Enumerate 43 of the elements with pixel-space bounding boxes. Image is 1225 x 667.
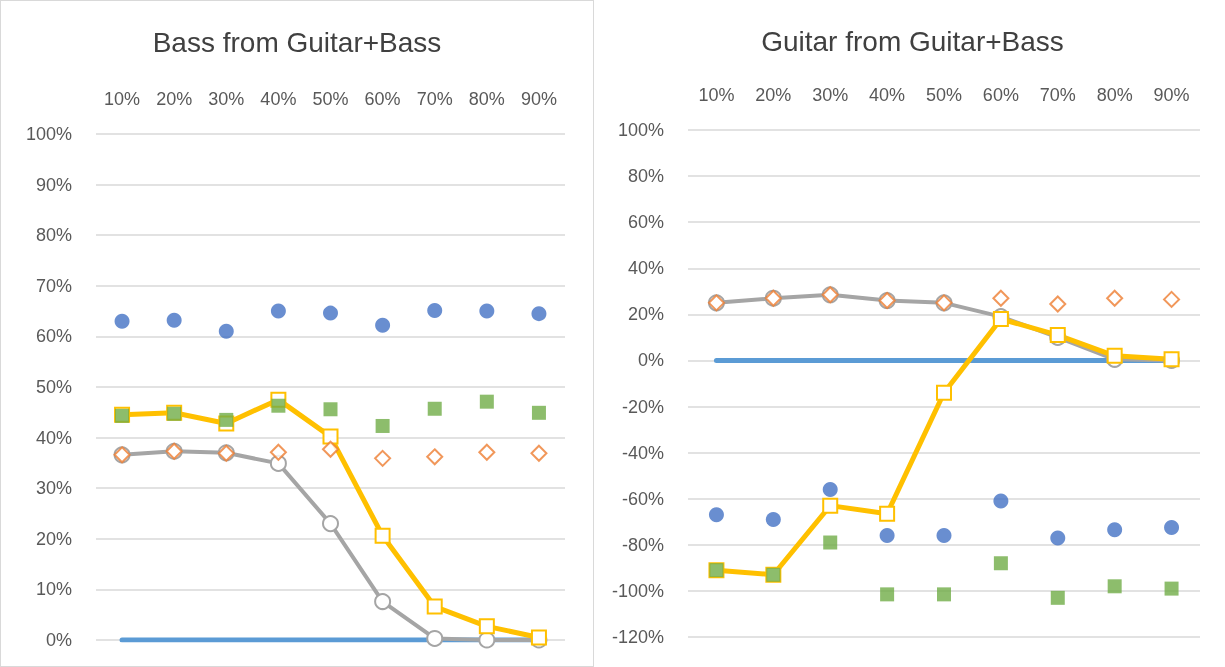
- y-tick-label: -120%: [611, 627, 664, 647]
- x-tick-label: 50%: [312, 89, 349, 109]
- x-tick-label: 10%: [104, 89, 141, 109]
- y-tick-label: 80%: [627, 166, 664, 187]
- x-tick-label: 50%: [925, 85, 963, 105]
- x-tick-label: 90%: [520, 89, 557, 109]
- y-tick-label: -100%: [611, 580, 664, 601]
- x-tick-label: 60%: [364, 89, 401, 109]
- y-tick-label: 90%: [35, 174, 72, 195]
- x-tick-label: 10%: [698, 85, 735, 105]
- y-tick-label: -80%: [621, 534, 664, 555]
- x-tick-label: 30%: [208, 89, 245, 109]
- y-tick-label: 100%: [25, 124, 72, 144]
- y-tick-label: 20%: [35, 528, 72, 549]
- chart-title: Bass from Guitar+Bass: [152, 26, 442, 58]
- x-tick-label: 40%: [260, 89, 297, 109]
- y-tick-label: 80%: [35, 225, 72, 246]
- y-tick-label: 70%: [35, 275, 72, 296]
- y-tick-label: 60%: [627, 212, 664, 233]
- y-tick-label: 10%: [35, 579, 72, 600]
- x-tick-label: 70%: [1039, 85, 1076, 105]
- x-tick-label: 20%: [755, 85, 792, 105]
- y-tick-label: 30%: [35, 478, 72, 499]
- x-tick-label: 40%: [869, 85, 906, 105]
- y-tick-label: -40%: [621, 442, 664, 463]
- y-tick-label: 0%: [45, 630, 72, 650]
- y-tick-label: 100%: [617, 120, 664, 140]
- x-tick-label: 80%: [468, 89, 505, 109]
- y-tick-label: 50%: [35, 377, 72, 397]
- x-tick-label: 60%: [982, 85, 1019, 105]
- y-tick-label: 40%: [35, 427, 72, 448]
- x-tick-label: 20%: [156, 89, 193, 109]
- x-tick-label: 30%: [812, 85, 849, 105]
- y-tick-label: -20%: [621, 396, 664, 417]
- chart-title: Guitar from Guitar+Bass: [761, 25, 1064, 57]
- y-tick-label: -60%: [621, 488, 664, 509]
- x-tick-label: 70%: [416, 89, 453, 109]
- x-tick-label: 80%: [1096, 85, 1133, 105]
- y-tick-label: 20%: [627, 304, 664, 325]
- x-tick-label: 90%: [1153, 85, 1190, 105]
- y-tick-label: 60%: [35, 326, 72, 347]
- y-tick-label: 0%: [637, 350, 664, 371]
- y-tick-label: 40%: [627, 258, 664, 279]
